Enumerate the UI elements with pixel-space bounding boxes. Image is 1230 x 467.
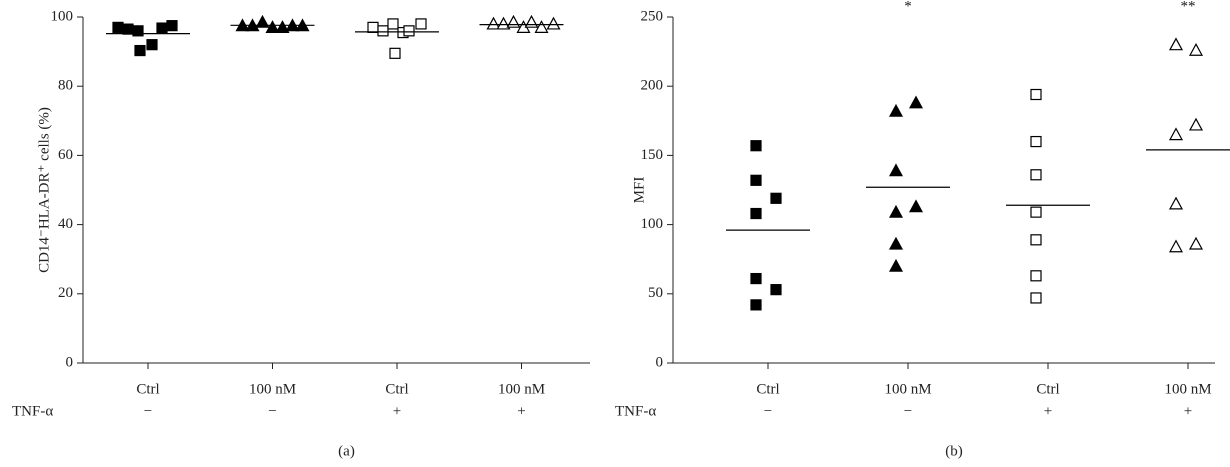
significance: ** <box>1181 0 1196 14</box>
point <box>146 39 158 51</box>
y-tick-label: 0 <box>66 354 74 370</box>
point <box>750 272 762 285</box>
y-tick-label: 50 <box>648 285 663 301</box>
point <box>888 204 904 218</box>
point <box>750 207 762 220</box>
x-tick-label: Ctrl <box>385 381 408 397</box>
point <box>1168 239 1184 253</box>
x-tick-label: Ctrl <box>1036 381 1059 397</box>
y-tick-label: 40 <box>58 216 73 232</box>
row-value: − <box>904 403 912 419</box>
point <box>888 258 904 272</box>
point <box>156 22 168 34</box>
point <box>750 140 762 152</box>
point <box>112 21 124 33</box>
point <box>132 25 144 37</box>
point <box>134 44 146 57</box>
row-value: + <box>517 403 525 419</box>
row-label: TNF-α <box>12 403 53 419</box>
point <box>275 20 290 33</box>
point <box>486 16 501 30</box>
point <box>389 47 401 59</box>
point <box>255 14 270 28</box>
point <box>166 20 178 32</box>
x-tick-label: 100 nM <box>249 381 296 397</box>
row-value: + <box>1184 403 1192 419</box>
y-axis-label: CD14⁻HLA-DR⁺ cells (%) <box>36 107 52 273</box>
point <box>750 299 762 311</box>
point <box>1030 234 1042 246</box>
y-tick-label: 60 <box>58 147 73 163</box>
point <box>415 18 427 30</box>
point <box>770 192 782 204</box>
y-tick-label: 150 <box>641 147 664 163</box>
point <box>122 23 134 35</box>
x-tick-label: 100 nM <box>498 381 545 397</box>
point <box>770 284 782 296</box>
point <box>524 14 539 28</box>
x-tick-label: Ctrl <box>756 381 779 397</box>
y-tick-label: 100 <box>641 216 664 232</box>
point <box>888 163 904 177</box>
point <box>1168 196 1184 210</box>
row-value: − <box>764 403 772 419</box>
y-tick-label: 0 <box>656 354 664 370</box>
point <box>1168 37 1184 51</box>
point <box>1188 42 1204 56</box>
point <box>750 174 762 186</box>
point <box>1188 236 1204 250</box>
point <box>1030 270 1042 282</box>
point <box>1030 88 1042 101</box>
point <box>1030 135 1042 148</box>
y-tick-label: 200 <box>641 78 664 94</box>
x-tick-label: 100 nM <box>884 381 931 397</box>
point <box>888 103 904 117</box>
point <box>1168 127 1184 141</box>
point <box>908 95 924 109</box>
panel-label: (b) <box>945 443 963 459</box>
point <box>387 18 399 30</box>
y-axis-label: MFI <box>631 177 647 204</box>
point <box>506 14 521 28</box>
y-tick-label: 20 <box>58 285 73 301</box>
panel-label: (a) <box>338 443 355 459</box>
point <box>908 199 924 213</box>
point <box>367 21 379 33</box>
y-tick-label: 80 <box>58 78 73 94</box>
point <box>265 20 280 33</box>
x-tick-label: Ctrl <box>136 381 159 397</box>
point <box>1030 206 1042 218</box>
row-value: + <box>393 403 401 419</box>
y-tick-label: 250 <box>641 8 664 24</box>
x-tick-label: 100 nM <box>1164 381 1211 397</box>
row-value: + <box>1044 403 1052 419</box>
point <box>496 16 511 30</box>
point <box>377 25 389 37</box>
row-label: TNF-α <box>615 403 656 419</box>
row-value: − <box>268 403 276 419</box>
point <box>534 20 549 33</box>
significance: * <box>904 0 912 14</box>
point <box>1030 169 1042 181</box>
row-value: − <box>144 403 152 419</box>
point <box>403 25 415 37</box>
point <box>1030 292 1042 304</box>
point <box>888 236 904 250</box>
y-tick-label: 100 <box>51 8 74 24</box>
point <box>1188 117 1204 131</box>
point <box>546 16 561 30</box>
